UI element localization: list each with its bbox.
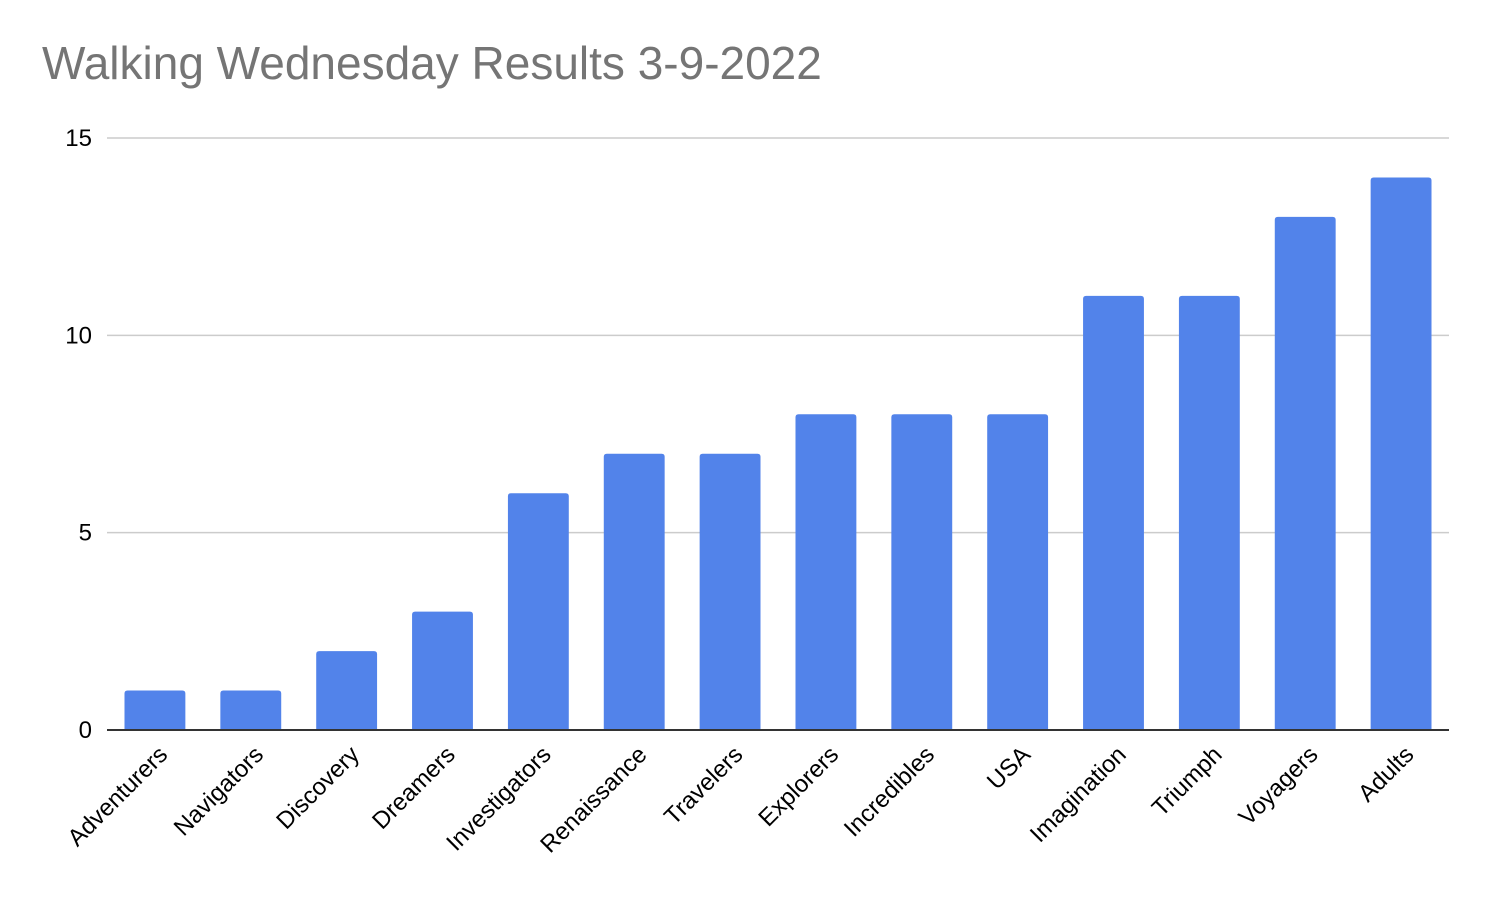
x-category-label: Navigators [169, 741, 269, 841]
bar-explorers [795, 414, 857, 730]
bar-usa [987, 414, 1049, 730]
x-category-label: Adventurers [63, 741, 174, 852]
bar-discovery [316, 651, 378, 730]
y-tick-label: 10 [65, 322, 92, 349]
bar-renaissance [603, 453, 665, 730]
y-tick-label: 0 [79, 717, 92, 744]
x-category-label: Triumph [1147, 741, 1228, 822]
y-tick-label: 15 [65, 125, 92, 152]
bar-dreamers [412, 611, 473, 730]
x-category-label: Incredibles [839, 741, 940, 842]
x-category-label: Explorers [753, 741, 844, 832]
x-category-label: USA [982, 741, 1036, 795]
bar-navigators [220, 690, 282, 730]
x-category-label: Voyagers [1234, 741, 1324, 831]
y-tick-label: 5 [79, 520, 92, 547]
x-category-label: Discovery [271, 741, 365, 835]
bar-adults [1370, 177, 1432, 730]
bar-incredibles [891, 414, 953, 730]
bar-imagination [1083, 295, 1144, 730]
bar-investigators [507, 493, 569, 730]
x-category-label: Adults [1353, 741, 1419, 807]
chart-title: Walking Wednesday Results 3-9-2022 [42, 37, 822, 89]
bar-voyagers [1274, 216, 1336, 730]
x-category-label: Dreamers [367, 741, 461, 835]
x-category-label: Travelers [659, 741, 748, 830]
bar-adventurers [124, 690, 186, 730]
bar-triumph [1178, 295, 1240, 730]
x-category-label: Imagination [1025, 741, 1132, 848]
bar-travelers [699, 453, 761, 730]
